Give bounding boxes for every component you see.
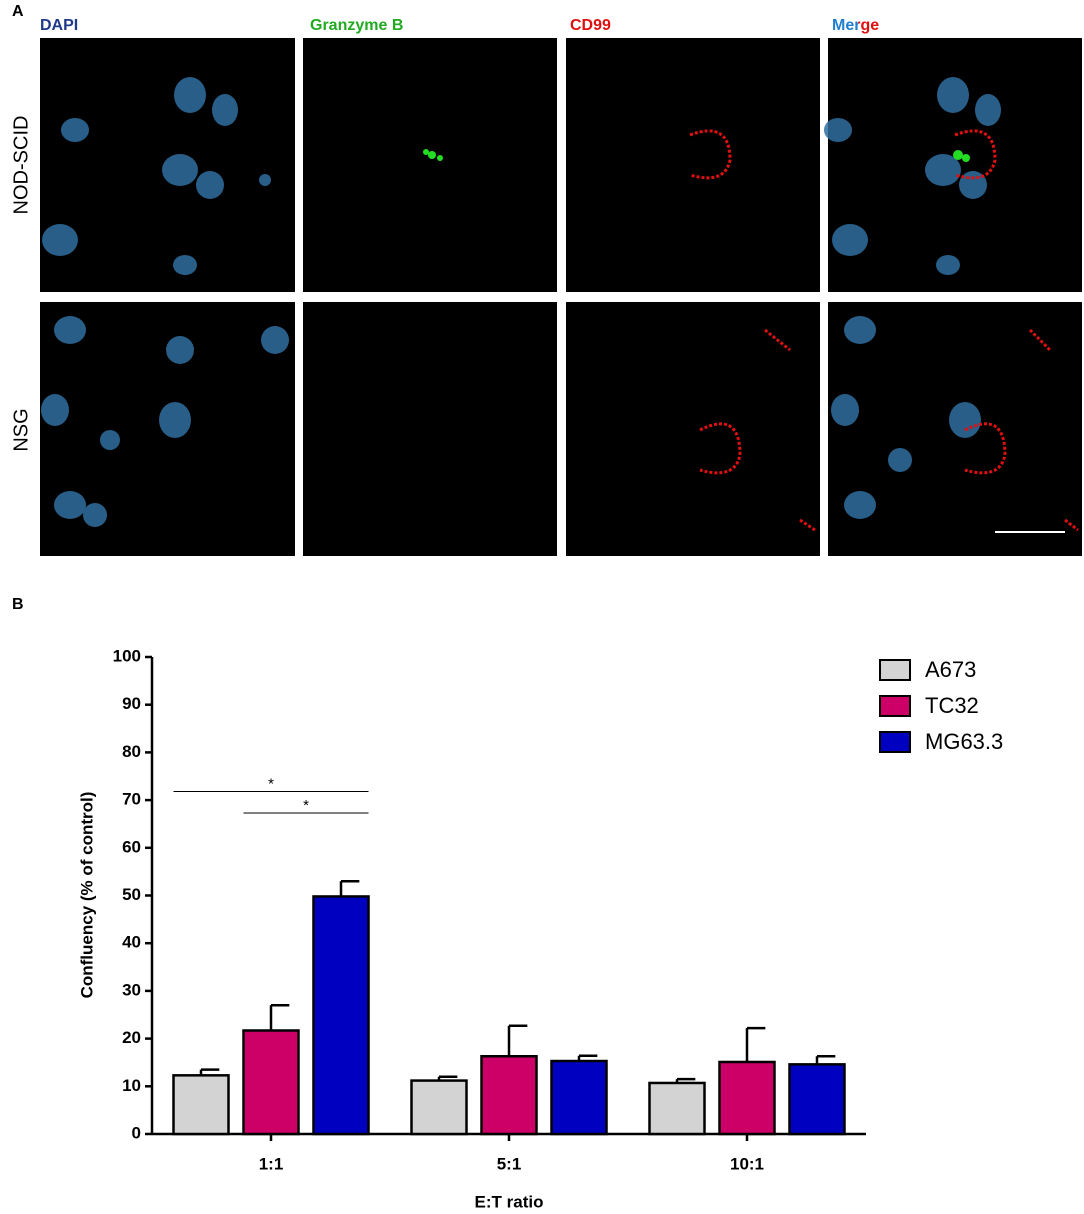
y-tick-label: 60: [122, 837, 141, 856]
y-tick-label: 100: [113, 646, 141, 665]
bar: [410, 1079, 468, 1136]
y-tick-label: 50: [122, 885, 141, 904]
y-tick-label: 80: [122, 742, 141, 761]
y-tick-label: 40: [122, 933, 141, 952]
legend-swatch: [879, 731, 911, 753]
bar: [648, 1081, 706, 1136]
y-tick-label: 70: [122, 790, 141, 809]
bar: [788, 1063, 846, 1136]
significance-label: *: [268, 775, 274, 792]
image: [566, 38, 820, 292]
column-label: Merge: [832, 17, 879, 34]
column-label: Granzyme B: [310, 17, 403, 34]
y-tick-label: 90: [122, 694, 141, 713]
legend-swatch: [879, 695, 911, 717]
legend-label: MG63.3: [925, 729, 1003, 754]
x-tick-label: 1:1: [259, 1154, 284, 1173]
panel-label: A: [12, 3, 24, 20]
y-axis-label: Confluency (% of control): [77, 792, 96, 999]
legend-label: A673: [925, 657, 976, 682]
row-label: NOD-SCID: [10, 116, 32, 215]
y-tick-label: 30: [122, 980, 141, 999]
row-label: NSG: [10, 408, 32, 451]
column-label: CD99: [570, 17, 611, 34]
x-tick-label: 10:1: [730, 1154, 764, 1173]
legend-swatch: [879, 659, 911, 681]
image: [566, 302, 820, 556]
bar: [718, 1060, 776, 1136]
significance-label: *: [303, 797, 309, 814]
y-tick-label: 10: [122, 1076, 141, 1095]
column-label: DAPI: [40, 17, 78, 34]
bar: [480, 1054, 538, 1136]
micrographs: [40, 38, 1082, 556]
bar: [550, 1059, 608, 1136]
bar: [172, 1074, 230, 1136]
x-tick-label: 5:1: [497, 1154, 522, 1173]
legend-label: TC32: [925, 693, 979, 718]
panel-label: B: [12, 596, 24, 613]
x-axis-label: E:T ratio: [475, 1192, 544, 1211]
image: [303, 38, 557, 292]
y-tick-label: 20: [122, 1028, 141, 1047]
image: [303, 302, 557, 556]
bar: [242, 1029, 300, 1136]
y-tick-label: 0: [132, 1123, 141, 1142]
bar: [312, 895, 370, 1136]
